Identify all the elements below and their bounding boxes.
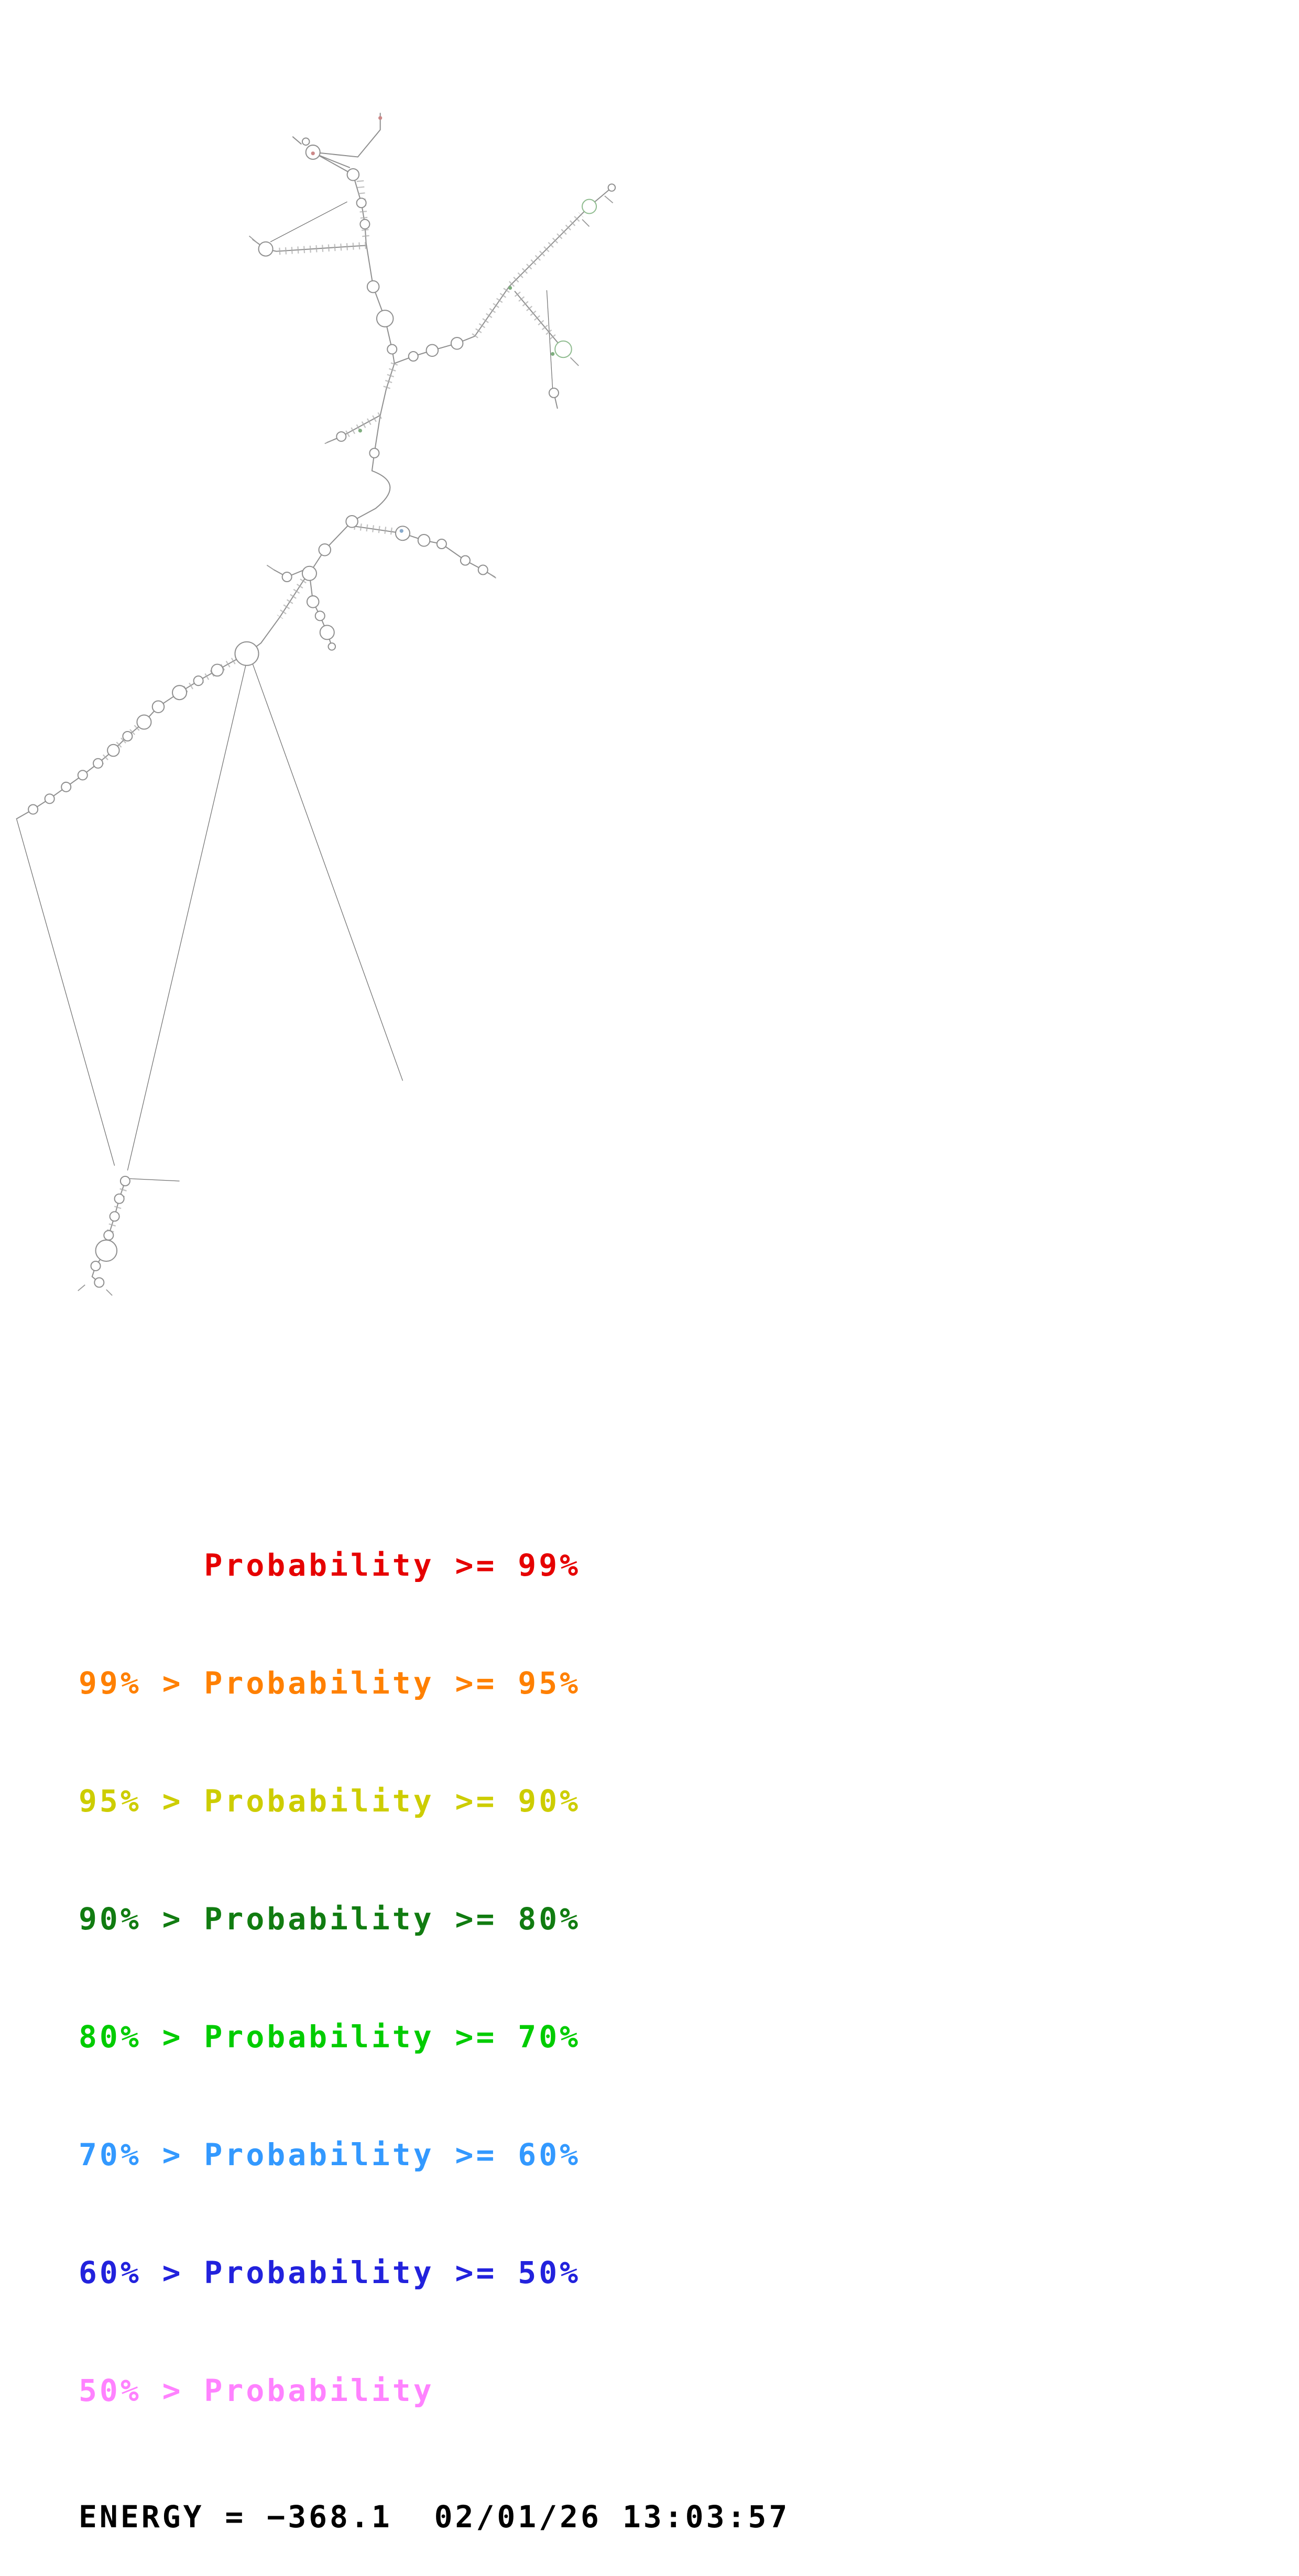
legend-row-p80: 90% > Probability >= 80% <box>79 1901 581 1937</box>
legend-row-p70: 80% > Probability >= 70% <box>79 2019 581 2055</box>
rna-colored-base-dots <box>311 116 555 533</box>
legend-row-p99: Probability >= 99% <box>79 1547 581 1583</box>
rna-loops <box>28 137 616 1288</box>
rna-unpaired-ticks <box>78 195 614 1296</box>
probability-legend: Probability >= 99% 99% > Probability >= … <box>79 1467 790 2576</box>
legend-row-p50: 60% > Probability >= 50% <box>79 2255 581 2290</box>
rna-backbone <box>16 113 613 1283</box>
legend-row-below50: 50% > Probability <box>79 2373 434 2408</box>
energy-readout: ENERGY = −368.1 02/01/26 13:03:57 <box>79 2499 790 2535</box>
rna-long-range-lines <box>16 201 553 1182</box>
rna-secondary-structure-diagram <box>16 113 616 1296</box>
rna-helix-rungs <box>97 180 584 1234</box>
legend-row-p90: 95% > Probability >= 90% <box>79 1783 581 1819</box>
legend-row-p60: 70% > Probability >= 60% <box>79 2137 581 2173</box>
legend-row-p95: 99% > Probability >= 95% <box>79 1665 581 1701</box>
